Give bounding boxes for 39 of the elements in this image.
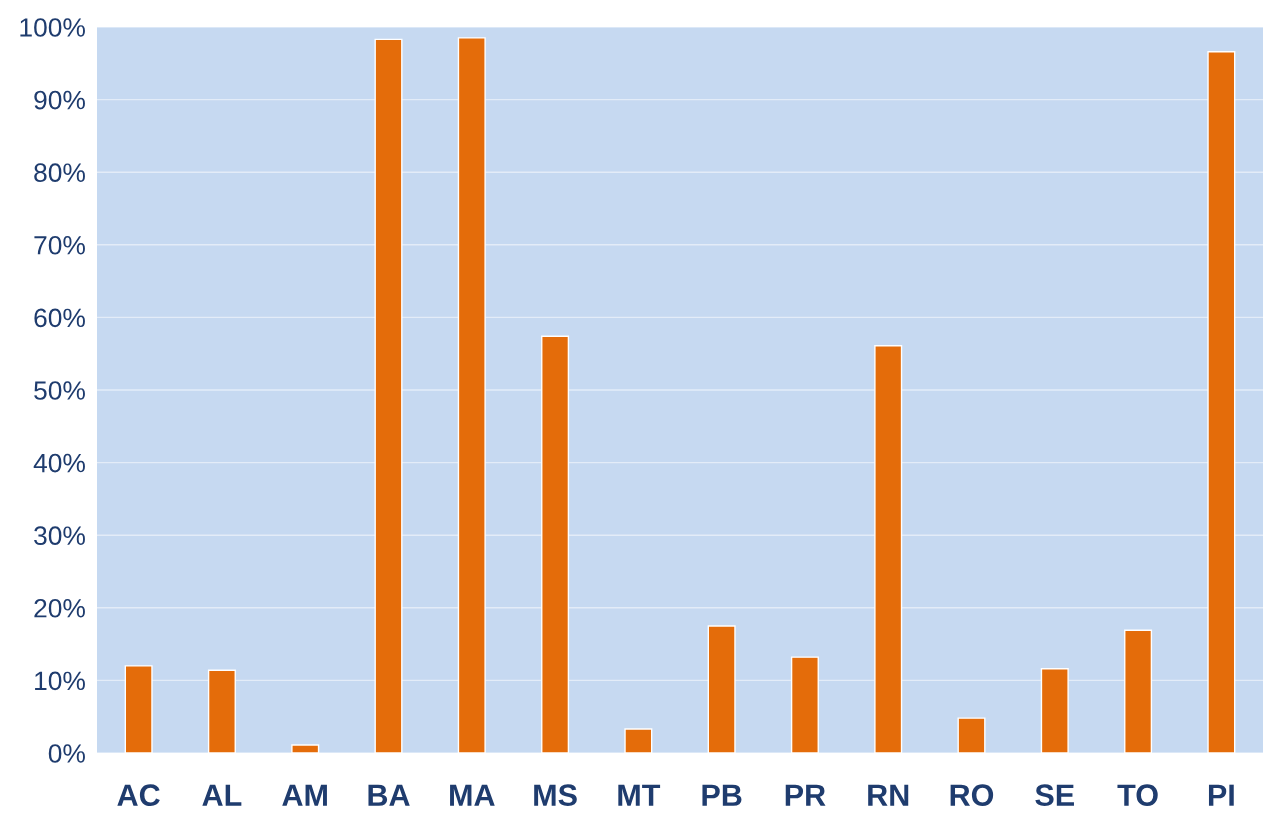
y-tick-label: 60% bbox=[34, 308, 85, 328]
bar bbox=[624, 728, 653, 753]
y-tick-label: 90% bbox=[34, 90, 85, 110]
bar bbox=[874, 345, 903, 753]
bar bbox=[790, 656, 819, 753]
y-tick-label: 100% bbox=[20, 18, 85, 37]
y-tick-label: 70% bbox=[34, 235, 85, 255]
x-tick-label: MA bbox=[450, 784, 495, 806]
bar bbox=[707, 625, 736, 753]
bar bbox=[1207, 50, 1236, 753]
bar bbox=[291, 744, 320, 753]
x-tick-label: RO bbox=[950, 784, 994, 806]
x-tick-label: RN bbox=[868, 784, 909, 806]
bar bbox=[374, 38, 403, 753]
x-tick-label: BA bbox=[368, 784, 410, 806]
x-tick-label: SE bbox=[1035, 784, 1074, 806]
x-tick-label: PI bbox=[1208, 784, 1234, 806]
bar bbox=[541, 335, 570, 753]
x-tick-label: MT bbox=[618, 784, 661, 806]
x-tick-label: PB bbox=[702, 784, 742, 806]
bar bbox=[1040, 668, 1069, 753]
x-tick-label: AM bbox=[282, 784, 327, 806]
y-tick-label: 40% bbox=[33, 453, 85, 473]
x-tick-label: PR bbox=[785, 784, 826, 806]
y-tick-label: 50% bbox=[34, 381, 85, 400]
x-tick-label: MS bbox=[534, 784, 577, 806]
y-tick-label: 20% bbox=[34, 598, 85, 618]
bar bbox=[957, 717, 986, 753]
bar bbox=[207, 669, 236, 753]
bar bbox=[124, 665, 153, 753]
x-tick-label: TO bbox=[1117, 784, 1158, 806]
bar bbox=[1124, 629, 1153, 753]
bar bbox=[457, 37, 486, 753]
x-tick-label: AL bbox=[202, 784, 242, 806]
y-tick-label: 0% bbox=[48, 744, 85, 763]
x-tick-label: AC bbox=[117, 784, 160, 806]
y-tick-label: 10% bbox=[35, 671, 85, 691]
y-tick-label: 30% bbox=[34, 526, 85, 546]
y-tick-label: 80% bbox=[34, 163, 85, 183]
